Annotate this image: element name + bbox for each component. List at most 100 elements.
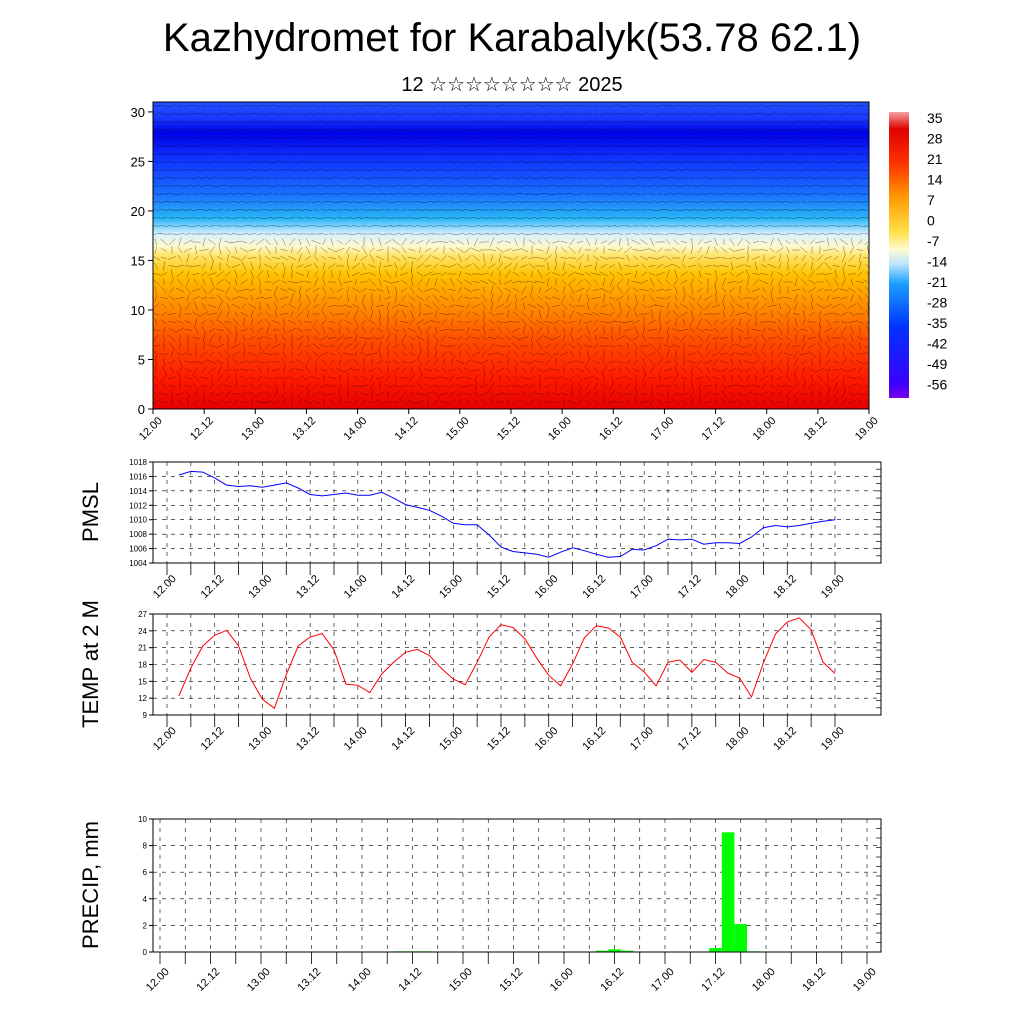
ytick-label: 21 — [138, 644, 147, 653]
heat-xtick-label: 15.00 — [444, 415, 472, 443]
xtick-label: 17.00 — [628, 573, 656, 601]
temp-ylabel: TEMP at 2 M — [78, 600, 103, 728]
xtick-label: 18.12 — [771, 725, 799, 753]
heat-xtick-label: 17.00 — [648, 415, 676, 443]
xtick-label: 17.00 — [628, 725, 656, 753]
colorbar-label: -28 — [927, 295, 947, 311]
heat-xtick-label: 15.12 — [495, 415, 523, 443]
colorbar-label: 35 — [927, 110, 943, 126]
xtick-label: 15.00 — [447, 966, 475, 994]
xtick-label: 16.12 — [598, 966, 626, 994]
xtick-label: 12.00 — [151, 725, 179, 753]
precip-bar — [734, 924, 747, 952]
colorbar-label: -7 — [927, 233, 940, 249]
colorbar-label: -14 — [927, 254, 947, 270]
heat-xtick-label: 12.00 — [137, 415, 165, 443]
ytick-label: 1010 — [129, 516, 147, 525]
precip-bar — [595, 950, 609, 952]
colorbar-label: -21 — [927, 274, 947, 290]
ytick-label: 15 — [138, 677, 147, 686]
xtick-label: 14.00 — [342, 573, 370, 601]
xtick-label: 13.00 — [246, 573, 274, 601]
precip-bar — [709, 948, 722, 952]
heat-xtick-label: 16.00 — [546, 415, 574, 443]
heat-xtick-label: 12.12 — [188, 415, 216, 443]
xtick-label: 12.12 — [194, 966, 222, 994]
ytick-label: 27 — [138, 610, 147, 619]
heat-ytick-label: 0 — [138, 402, 145, 417]
ytick-label: 12 — [138, 694, 147, 703]
xtick-label: 14.00 — [342, 725, 370, 753]
xtick-label: 13.12 — [294, 573, 322, 601]
xtick-label: 18.12 — [771, 573, 799, 601]
precip-ylabel: PRECIP, mm — [78, 821, 103, 949]
xtick-label: 18.00 — [723, 573, 751, 601]
ytick-label: 1018 — [129, 458, 147, 467]
xtick-label: 16.12 — [580, 573, 608, 601]
colorbar-label: 28 — [927, 131, 943, 147]
ytick-label: 1012 — [129, 501, 147, 510]
heat-xtick-label: 17.12 — [699, 415, 727, 443]
heatmap-panel: 0 5 10 15 20 25 30 12.00 12.12 13.00 13.12 14.00 14… — [131, 101, 881, 443]
pmsl-panel: 1004 1006 1008 1010 1012 1014 1016 1018 12.00 12.… — [78, 458, 882, 601]
colorbar-label: 7 — [927, 192, 935, 208]
ytick-label: 0 — [143, 948, 148, 957]
ytick-label: 1008 — [129, 530, 147, 539]
xtick-label: 17.12 — [676, 573, 704, 601]
precip-bar — [620, 950, 634, 952]
heat-ytick-label: 5 — [138, 352, 145, 367]
xtick-label: 15.12 — [485, 725, 513, 753]
xtick-label: 13.00 — [246, 725, 274, 753]
precip-bar — [608, 949, 621, 952]
xtick-label: 15.12 — [497, 966, 525, 994]
heat-xtick-label: 18.12 — [802, 415, 830, 443]
xtick-label: 14.12 — [389, 725, 417, 753]
xtick-label: 18.00 — [723, 725, 751, 753]
pmsl-ylabel: PMSL — [78, 482, 103, 542]
colorbar-label: 0 — [927, 213, 935, 229]
ytick-label: 10 — [138, 815, 147, 824]
heat-xtick-label: 14.12 — [393, 415, 421, 443]
temp-series-line — [178, 617, 836, 710]
xtick-label: 12.00 — [151, 573, 179, 601]
colorbar-label: -56 — [927, 377, 947, 393]
xtick-label: 15.00 — [437, 573, 465, 601]
heat-xtick-label: 16.12 — [597, 415, 625, 443]
colorbar-label: -49 — [927, 356, 947, 372]
heat-xtick-label: 13.12 — [290, 415, 318, 443]
temp-panel: 9 12 15 18 21 24 27 12.00 12.12 13.00 13.12 14.00 14… — [78, 600, 882, 753]
xtick-label: 12.12 — [199, 573, 227, 601]
xtick-label: 14.00 — [346, 966, 374, 994]
xtick-label: 16.00 — [533, 573, 561, 601]
heatmap-x-axis: 12.00 12.12 13.00 13.12 14.00 14.12 15.00 15.12… — [137, 409, 881, 443]
colorbar-label: 14 — [927, 172, 943, 188]
xtick-label: 19.00 — [819, 725, 847, 753]
colorbar-label: -35 — [927, 315, 947, 331]
xtick-label: 15.00 — [437, 725, 465, 753]
xtick-label: 16.00 — [548, 966, 576, 994]
heat-ytick-label: 30 — [131, 105, 145, 120]
wind-barb-lines — [153, 104, 869, 407]
ytick-label: 24 — [138, 627, 147, 636]
colorbar-gradient — [889, 112, 909, 398]
heat-xtick-label: 18.00 — [751, 415, 779, 443]
precip-bar — [721, 832, 735, 952]
xtick-label: 16.12 — [580, 725, 608, 753]
ytick-label: 1016 — [129, 472, 147, 481]
ytick-label: 4 — [143, 895, 148, 904]
xtick-label: 14.12 — [389, 573, 417, 601]
xtick-label: 19.00 — [851, 966, 879, 994]
xtick-label: 14.12 — [396, 966, 424, 994]
xtick-label: 17.12 — [676, 725, 704, 753]
xtick-label: 18.00 — [750, 966, 778, 994]
xtick-label: 13.00 — [245, 966, 273, 994]
ytick-label: 8 — [143, 842, 148, 851]
pmsl-series-line — [178, 470, 836, 558]
xtick-label: 15.12 — [485, 573, 513, 601]
heat-ytick-label: 15 — [131, 253, 145, 268]
heatmap-y-axis: 0 5 10 15 20 25 30 — [131, 105, 153, 417]
xtick-label: 13.12 — [294, 725, 322, 753]
heat-xtick-label: 14.00 — [341, 415, 369, 443]
ytick-label: 1004 — [129, 559, 147, 568]
